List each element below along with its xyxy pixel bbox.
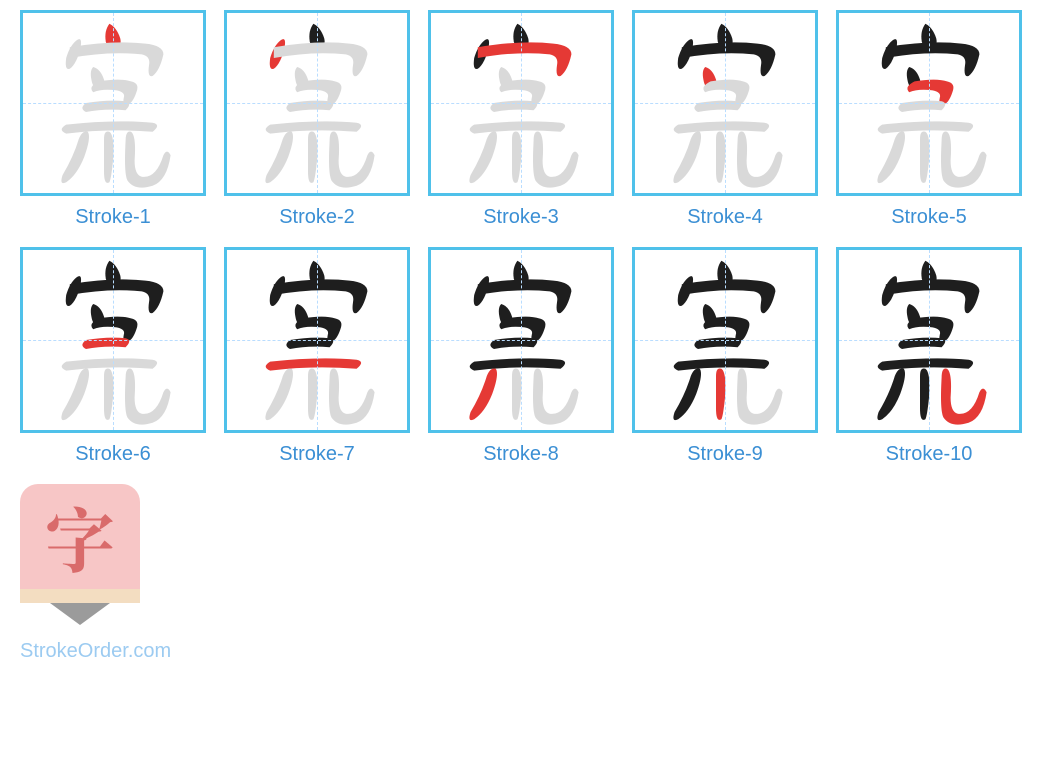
stroke-cell-8: Stroke-8 <box>428 247 614 466</box>
logo-character: 字 <box>45 486 115 587</box>
stroke-caption: Stroke-6 <box>75 443 151 466</box>
stroke-cell-1: Stroke-1 <box>20 10 206 229</box>
stroke-tile <box>224 10 410 196</box>
stroke-cell-5: Stroke-5 <box>836 10 1022 229</box>
stroke-cell-6: Stroke-6 <box>20 247 206 466</box>
stroke-tile <box>428 247 614 433</box>
stroke-tile <box>632 10 818 196</box>
logo-pencil-body <box>20 589 140 603</box>
stroke-tile <box>428 10 614 196</box>
stroke-cell-2: Stroke-2 <box>224 10 410 229</box>
stroke-caption: Stroke-5 <box>891 206 967 229</box>
stroke-caption: Stroke-7 <box>279 443 355 466</box>
stroke-tile <box>224 247 410 433</box>
stroke-caption: Stroke-2 <box>279 206 355 229</box>
stroke-caption: Stroke-1 <box>75 206 151 229</box>
stroke-caption: Stroke-3 <box>483 206 559 229</box>
site-logo: 字 <box>20 484 140 634</box>
logo-background: 字 <box>20 484 140 589</box>
stroke-tile <box>836 247 1022 433</box>
stroke-cell-10: Stroke-10 <box>836 247 1022 466</box>
stroke-caption: Stroke-9 <box>687 443 763 466</box>
stroke-tile <box>20 10 206 196</box>
stroke-tile <box>20 247 206 433</box>
stroke-cell-9: Stroke-9 <box>632 247 818 466</box>
stroke-cell-4: Stroke-4 <box>632 10 818 229</box>
stroke-tile <box>632 247 818 433</box>
watermark-text: StrokeOrder.com <box>20 640 1030 663</box>
stroke-caption: Stroke-10 <box>886 443 973 466</box>
stroke-caption: Stroke-8 <box>483 443 559 466</box>
stroke-cell-3: Stroke-3 <box>428 10 614 229</box>
logo-pencil-tip <box>50 603 110 625</box>
stroke-cell-7: Stroke-7 <box>224 247 410 466</box>
stroke-caption: Stroke-4 <box>687 206 763 229</box>
stroke-tile <box>836 10 1022 196</box>
stroke-order-grid: Stroke-1 Stroke-2 Stroke-3 Stroke-4 Stroke-5… <box>20 10 1030 466</box>
